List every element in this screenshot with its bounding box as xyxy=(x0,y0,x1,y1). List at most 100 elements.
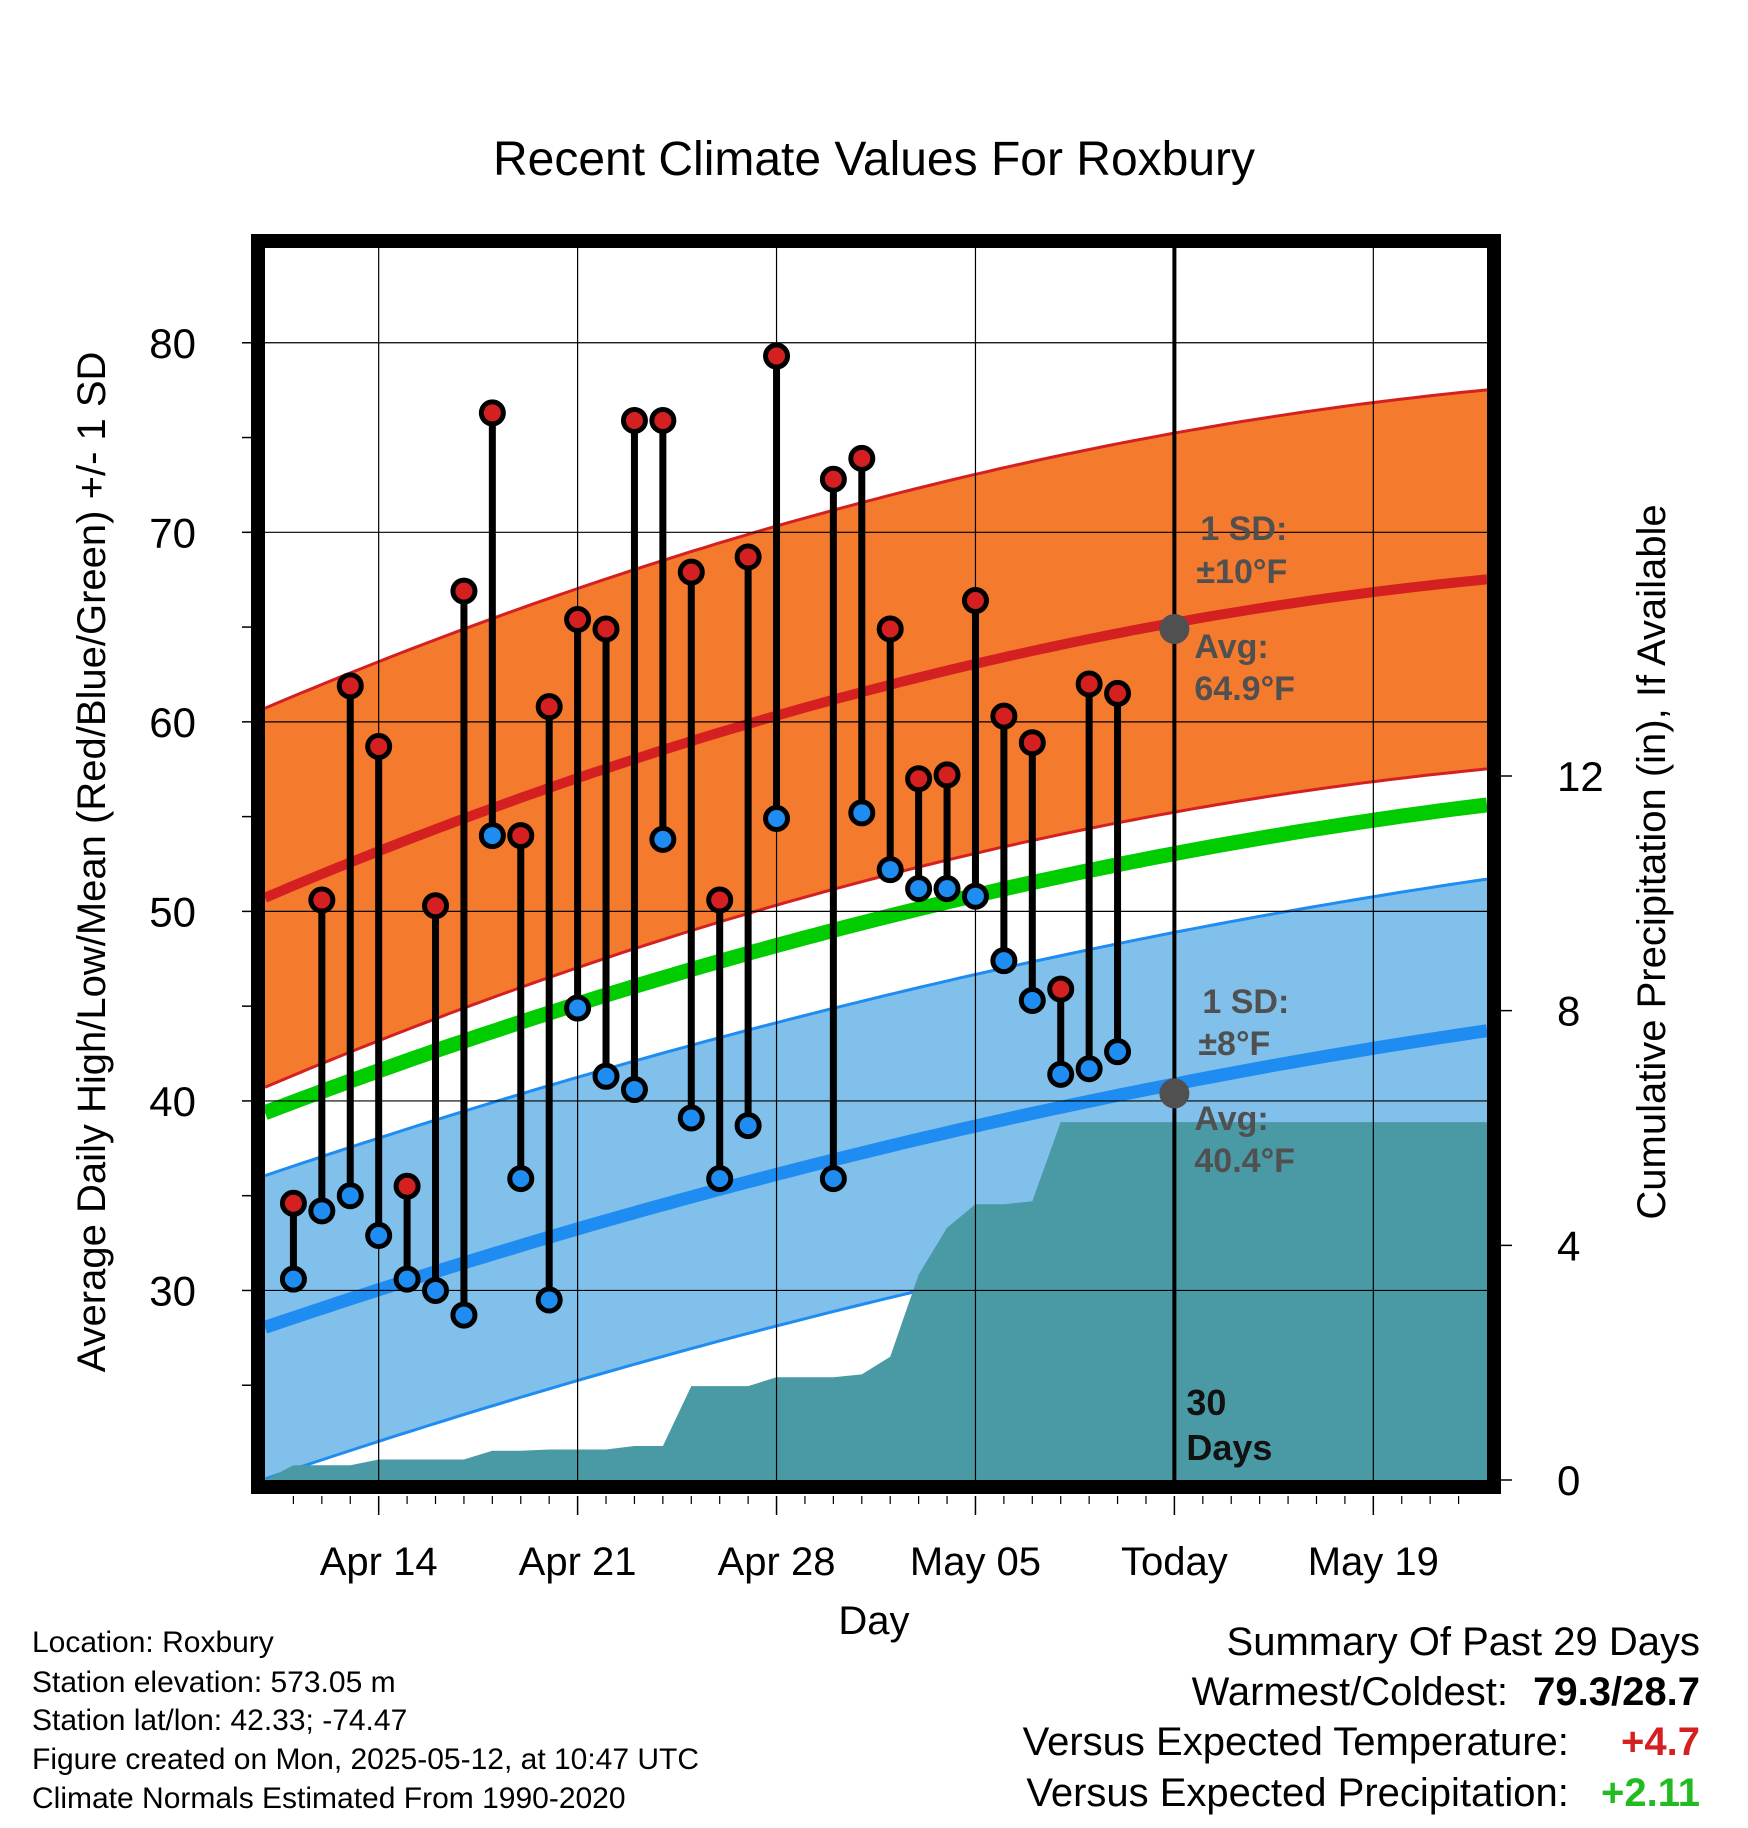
y-tick-label: 60 xyxy=(149,699,196,746)
high-sd-value: ±10°F xyxy=(1196,553,1287,591)
high-sd-label: 1 SD: xyxy=(1200,510,1287,548)
y-tick-label: 80 xyxy=(149,320,196,367)
daily-low-point xyxy=(734,1112,762,1140)
daily-low-point xyxy=(393,1265,421,1293)
daily-low-point xyxy=(365,1221,393,1249)
plot-area xyxy=(265,248,1487,1480)
daily-low-point xyxy=(677,1104,705,1132)
daily-high-point xyxy=(990,702,1018,730)
daily-low-point xyxy=(819,1165,847,1193)
daily-high-point xyxy=(1047,975,1075,1003)
daily-high-point xyxy=(393,1172,421,1200)
summary-warmest-coldest: Warmest/Coldest: 79.3/28.7 xyxy=(1192,1670,1700,1715)
daily-high-point xyxy=(1104,679,1132,707)
daily-low-point xyxy=(1104,1038,1132,1066)
daily-high-point xyxy=(478,399,506,427)
daily-high-point xyxy=(535,693,563,721)
daily-high-point xyxy=(336,672,364,700)
y2-tick-label: 4 xyxy=(1557,1222,1580,1269)
summary-title: Summary Of Past 29 Days xyxy=(1226,1620,1700,1664)
low-sd-band xyxy=(265,879,1487,1479)
daily-low-point xyxy=(535,1286,563,1314)
low-sd-upper-edge xyxy=(265,877,1487,1178)
info-location: Location: Roxbury xyxy=(32,1626,274,1659)
daily-low-point xyxy=(961,882,989,910)
x-tick-label: Apr 14 xyxy=(320,1540,438,1584)
high-average-line xyxy=(265,574,1487,903)
daily-high-point xyxy=(763,342,791,370)
daily-high-point xyxy=(365,732,393,760)
temperature-anomaly: +4.7 xyxy=(1621,1720,1700,1764)
high-sd-band xyxy=(265,389,1487,1088)
y2-axis-label: Cumulative Precipitation (in), If Availa… xyxy=(1630,504,1674,1219)
low-avg-label: Avg: xyxy=(1194,1100,1268,1138)
daily-low-point xyxy=(1047,1060,1075,1088)
daily-high-point xyxy=(620,406,648,434)
low-avg-value: 40.4°F xyxy=(1194,1142,1295,1180)
high-avg-value: 64.9°F xyxy=(1194,670,1295,708)
daily-high-point xyxy=(592,615,620,643)
info-normals: Climate Normals Estimated From 1990-2020 xyxy=(32,1782,626,1815)
low-sd-value: ±8°F xyxy=(1198,1025,1270,1063)
precipitation-anomaly: +2.11 xyxy=(1600,1771,1700,1815)
warmest-coldest-label: Warmest/Coldest: xyxy=(1191,1670,1509,1714)
daily-low-point xyxy=(620,1076,648,1104)
daily-low-point xyxy=(279,1265,307,1293)
x-tick-label: Apr 21 xyxy=(519,1540,637,1584)
y-tick-label: 50 xyxy=(149,888,196,935)
high-average-today-marker xyxy=(1159,613,1190,644)
daily-low-point xyxy=(308,1197,336,1225)
daily-high-point xyxy=(507,822,535,850)
y-axis-label: Average Daily High/Low/Mean (Red/Blue/Gr… xyxy=(70,352,114,1373)
daily-low-point xyxy=(706,1165,734,1193)
daily-low-point xyxy=(763,805,791,833)
daily-high-point xyxy=(706,886,734,914)
low-average-line xyxy=(265,1024,1487,1334)
high-avg-label: Avg: xyxy=(1194,628,1268,666)
x-tick-label: Today xyxy=(1121,1540,1228,1584)
warmest-value: 79.3 xyxy=(1533,1670,1612,1714)
daily-low-point xyxy=(422,1276,450,1304)
daily-low-point xyxy=(336,1182,364,1210)
daily-high-point xyxy=(308,886,336,914)
daily-low-point xyxy=(848,799,876,827)
daily-high-point xyxy=(649,406,677,434)
daily-low-point xyxy=(1018,986,1046,1014)
daily-high-point xyxy=(564,605,592,633)
y2-tick-label: 12 xyxy=(1557,753,1604,800)
info-elevation: Station elevation: 573.05 m xyxy=(32,1666,396,1699)
x-tick-label: May 19 xyxy=(1308,1540,1439,1584)
low-average-today-marker xyxy=(1159,1078,1190,1109)
daily-high-point xyxy=(279,1189,307,1217)
value-separator: / xyxy=(1611,1670,1623,1714)
high-sd-lower-edge xyxy=(265,767,1487,1089)
daily-high-point xyxy=(734,543,762,571)
daily-high-point xyxy=(450,577,478,605)
daily-high-point xyxy=(848,444,876,472)
daily-low-point xyxy=(876,856,904,884)
daily-high-point xyxy=(677,558,705,586)
daily-low-point xyxy=(1075,1055,1103,1083)
info-latlon: Station lat/lon: 42.33; -74.47 xyxy=(32,1704,408,1737)
daily-high-point xyxy=(905,765,933,793)
daily-high-point xyxy=(422,892,450,920)
daily-high-point xyxy=(1075,670,1103,698)
y2-tick-label: 0 xyxy=(1557,1457,1580,1504)
daily-low-point xyxy=(450,1301,478,1329)
x-tick-label: May 05 xyxy=(910,1540,1041,1584)
chart-title: Recent Climate Values For Roxbury xyxy=(493,133,1255,186)
mean-average-line xyxy=(265,797,1487,1120)
summary-temperature: Versus Expected Temperature: +4.7 xyxy=(1023,1720,1700,1765)
summary-precipitation: Versus Expected Precipitation: +2.11 xyxy=(1026,1771,1700,1816)
precipitation-area xyxy=(265,1122,1487,1480)
y-tick-label: 40 xyxy=(149,1078,196,1125)
plot-overlay: 1 SD: ±10°F Avg: 64.9°F 1 SD: ±8°F Avg: 40.4°F 3… xyxy=(279,248,1295,1480)
daily-low-point xyxy=(649,825,677,853)
coldest-value: 28.7 xyxy=(1622,1670,1700,1714)
axes: 30 40 50 60 70 80 0 4 8 12 Apr 14 Apr 21 Apr 28 May 0… xyxy=(149,234,1604,1584)
days-count-label: 30 xyxy=(1186,1382,1226,1423)
daily-low-point xyxy=(564,994,592,1022)
daily-low-point xyxy=(905,875,933,903)
daily-high-point xyxy=(876,615,904,643)
